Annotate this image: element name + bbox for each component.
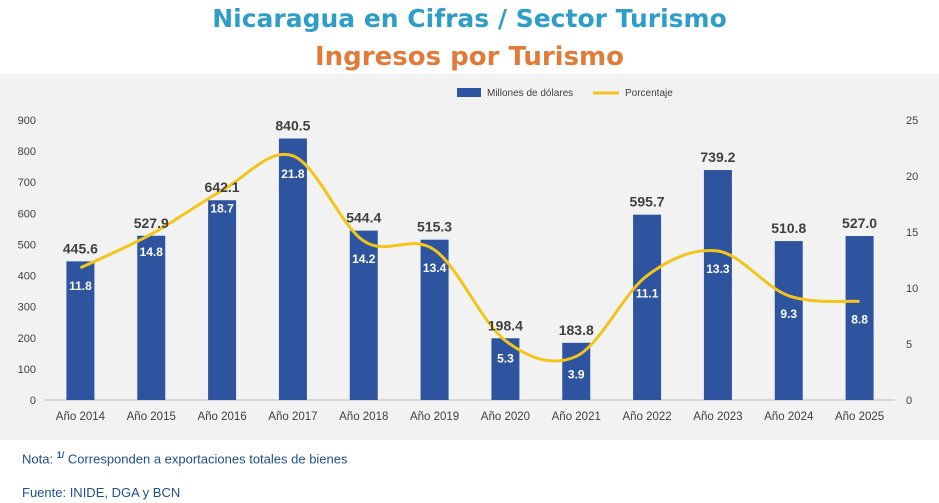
x-tick-label: Año 2022 <box>622 411 671 423</box>
bar-año-2017 <box>278 138 307 400</box>
footnote-marker: 1/ <box>56 450 65 460</box>
chart-svg: 0 100 200 300 400 500 600 700 800 900 0 5 10 15 20 25 Añ… <box>18 88 918 423</box>
bar-año-2014 <box>66 261 95 400</box>
bar-año-2024 <box>774 241 803 400</box>
y-left-tick-label: 200 <box>18 333 36 345</box>
bar-value-label: 595.7 <box>630 194 665 210</box>
footnote: Nota: 1/ Corresponden a exportaciones to… <box>22 450 348 466</box>
x-tick-label: Año 2019 <box>410 411 459 423</box>
bar-value-label: 739.2 <box>700 149 735 165</box>
y-right-tick-label: 25 <box>906 115 918 127</box>
percentage-data-label: 11.8 <box>69 279 92 293</box>
y-right-tick-label: 20 <box>906 171 918 183</box>
bar-value-label: 183.8 <box>559 322 594 338</box>
y-left-tick-label: 800 <box>18 146 36 158</box>
x-tick-label: Año 2018 <box>339 411 388 423</box>
bar-value-label: 642.1 <box>205 179 240 195</box>
bar-año-2025 <box>845 236 874 400</box>
legend-bar-swatch <box>457 88 481 97</box>
x-tick-label: Año 2023 <box>693 411 742 423</box>
page-title: Nicaragua en Cifras / Sector Turismo <box>212 4 727 33</box>
percentage-data-label: 8.8 <box>851 312 868 326</box>
percentage-data-label: 3.9 <box>568 367 585 381</box>
y-left-tick-label: 100 <box>18 364 36 376</box>
percentage-line <box>79 152 860 363</box>
x-tick-label: Año 2017 <box>268 411 317 423</box>
percentage-data-label: 5.3 <box>497 352 514 366</box>
percentage-data-label: 21.8 <box>281 167 305 181</box>
bar-value-label: 510.8 <box>771 220 806 236</box>
bar-año-2022 <box>633 214 662 400</box>
bar-año-2016 <box>208 200 237 400</box>
legend-bar-label: Millones de dólares <box>487 88 573 99</box>
y-left-tick-label: 500 <box>18 239 36 251</box>
page-subtitle: Ingresos por Turismo <box>314 42 625 72</box>
footnote-text: Corresponden a exportaciones totales de … <box>64 451 348 467</box>
percentage-data-label: 14.8 <box>140 245 164 259</box>
percentage-data-label: 11.1 <box>636 287 659 301</box>
x-tick-label: Año 2020 <box>481 411 530 423</box>
percentage-data-label: 13.3 <box>706 262 730 276</box>
bar-año-2023 <box>703 170 732 400</box>
percentage-data-label: 9.3 <box>780 307 797 321</box>
percentage-data-label: 18.7 <box>210 202 234 216</box>
footnote-prefix: Nota: <box>22 451 57 467</box>
bar-value-label: 527.0 <box>842 215 877 231</box>
y-right-tick-label: 0 <box>906 395 912 407</box>
source-note: Fuente: INIDE, DGA y BCN <box>22 485 181 500</box>
bar-año-2018 <box>349 230 378 400</box>
y-left-tick-label: 400 <box>18 271 36 283</box>
bar-value-label: 527.9 <box>134 215 169 231</box>
bar-año-2021 <box>562 342 591 400</box>
bar-value-label: 445.6 <box>63 240 98 256</box>
bar-value-label: 515.3 <box>417 219 452 235</box>
y-left-tick-label: 900 <box>18 115 36 127</box>
y-left-tick-label: 0 <box>30 395 36 407</box>
legend-line-label: Porcentaje <box>625 88 673 99</box>
chart-area: 0 100 200 300 400 500 600 700 800 900 0 5 10 15 20 25 Añ… <box>0 74 939 440</box>
bar-value-label: 544.4 <box>346 210 381 226</box>
y-left-tick-label: 600 <box>18 208 36 220</box>
y-right-tick-label: 15 <box>906 227 918 239</box>
bar-año-2019 <box>420 239 449 400</box>
x-tick-label: Año 2021 <box>552 411 601 423</box>
bar-value-label: 840.5 <box>275 118 310 134</box>
x-tick-label: Año 2016 <box>197 411 246 423</box>
y-left-tick-label: 300 <box>18 302 36 314</box>
x-tick-label: Año 2014 <box>56 411 106 423</box>
y-right-tick-label: 5 <box>906 339 912 351</box>
y-left-tick-label: 700 <box>18 177 36 189</box>
x-tick-label: Año 2025 <box>835 411 884 423</box>
x-tick-label: Año 2015 <box>127 411 176 423</box>
bar-value-label: 198.4 <box>488 317 523 333</box>
percentage-data-label: 13.4 <box>423 261 447 275</box>
bar-año-2015 <box>137 235 166 400</box>
y-right-tick-label: 10 <box>906 283 918 295</box>
x-tick-label: Año 2024 <box>764 411 814 423</box>
percentage-data-label: 14.2 <box>352 252 376 266</box>
